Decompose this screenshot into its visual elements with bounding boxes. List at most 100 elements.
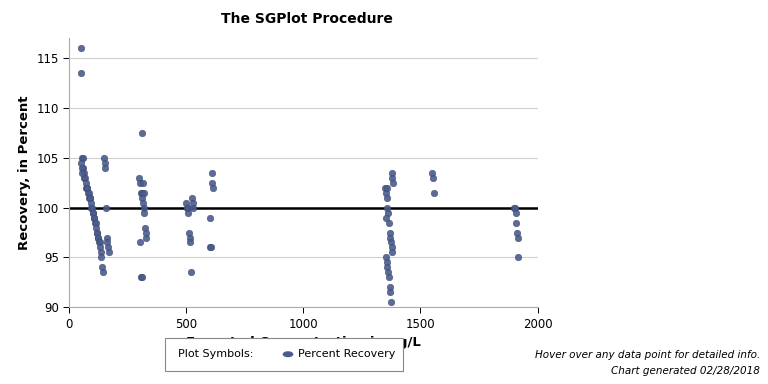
Point — [384, 235, 396, 241]
Text: Percent Recovery: Percent Recovery — [298, 349, 396, 359]
Point — [88, 215, 101, 221]
Point — [90, 225, 102, 231]
Point — [101, 239, 114, 245]
Point — [380, 190, 392, 196]
Point — [77, 165, 89, 171]
Point — [92, 235, 104, 241]
Point — [137, 180, 149, 186]
Point — [137, 200, 149, 206]
Point — [82, 190, 94, 196]
Point — [99, 165, 111, 171]
Point — [183, 230, 195, 236]
Point — [88, 215, 100, 221]
Point — [381, 259, 393, 265]
Point — [134, 175, 146, 181]
Point — [184, 239, 197, 245]
Point — [380, 215, 392, 221]
Point — [387, 180, 399, 186]
Point — [382, 220, 395, 226]
Point — [77, 155, 89, 161]
Point — [184, 235, 196, 241]
Point — [87, 210, 99, 216]
Text: The SGPlot Procedure: The SGPlot Procedure — [221, 12, 393, 25]
Point — [185, 269, 197, 275]
Point — [139, 225, 151, 231]
Point — [94, 249, 107, 255]
Point — [85, 205, 98, 211]
Point — [137, 190, 150, 196]
Point — [98, 155, 111, 161]
Point — [103, 249, 115, 255]
Point — [94, 239, 106, 245]
Point — [84, 195, 96, 201]
Point — [76, 170, 88, 176]
Point — [79, 180, 91, 186]
Point — [386, 244, 398, 250]
Point — [78, 170, 90, 176]
Point — [181, 205, 194, 211]
Point — [379, 185, 392, 191]
Y-axis label: Recovery, in Percent: Recovery, in Percent — [18, 96, 31, 250]
Point — [99, 160, 111, 166]
Point — [100, 205, 112, 211]
Point — [137, 205, 150, 211]
Point — [135, 274, 147, 280]
Point — [381, 264, 393, 270]
Point — [382, 269, 394, 275]
Point — [511, 230, 523, 236]
Point — [78, 175, 91, 181]
Point — [386, 175, 399, 181]
Point — [101, 244, 114, 250]
Point — [383, 230, 396, 236]
Point — [93, 239, 105, 245]
Point — [384, 289, 396, 295]
Point — [187, 200, 199, 206]
Point — [81, 190, 94, 196]
Point — [74, 160, 87, 166]
Point — [81, 185, 93, 191]
Point — [204, 244, 217, 250]
Point — [385, 239, 397, 245]
Point — [79, 175, 91, 181]
Point — [91, 230, 103, 236]
Point — [509, 210, 521, 216]
Point — [426, 170, 439, 176]
Point — [75, 165, 88, 171]
Point — [136, 195, 148, 201]
Point — [381, 185, 393, 191]
Point — [206, 170, 218, 176]
Point — [207, 185, 220, 191]
Point — [207, 180, 219, 186]
Point — [84, 200, 97, 206]
Point — [89, 220, 101, 226]
Text: Hover over any data point for detailed info.: Hover over any data point for detailed i… — [535, 350, 760, 360]
Point — [81, 185, 94, 191]
Point — [91, 230, 104, 236]
Point — [80, 185, 92, 191]
Point — [101, 235, 113, 241]
Point — [382, 274, 395, 280]
Point — [92, 235, 104, 241]
Point — [385, 299, 397, 305]
Point — [383, 284, 396, 290]
Point — [180, 205, 193, 211]
Text: Plot Symbols:: Plot Symbols: — [178, 349, 253, 359]
Point — [89, 220, 101, 226]
Point — [75, 70, 88, 76]
X-axis label: Expected Concentration in ug/L: Expected Concentration in ug/L — [186, 336, 421, 349]
Point — [186, 195, 198, 201]
Point — [86, 210, 98, 216]
Point — [382, 210, 394, 216]
Point — [428, 190, 440, 196]
Point — [427, 175, 439, 181]
Point — [140, 230, 152, 236]
Point — [205, 244, 217, 250]
Point — [83, 195, 95, 201]
Point — [141, 235, 153, 241]
Point — [381, 195, 393, 201]
Point — [86, 205, 98, 211]
Point — [510, 220, 522, 226]
Point — [182, 210, 194, 216]
Point — [134, 274, 147, 280]
Point — [508, 205, 520, 211]
